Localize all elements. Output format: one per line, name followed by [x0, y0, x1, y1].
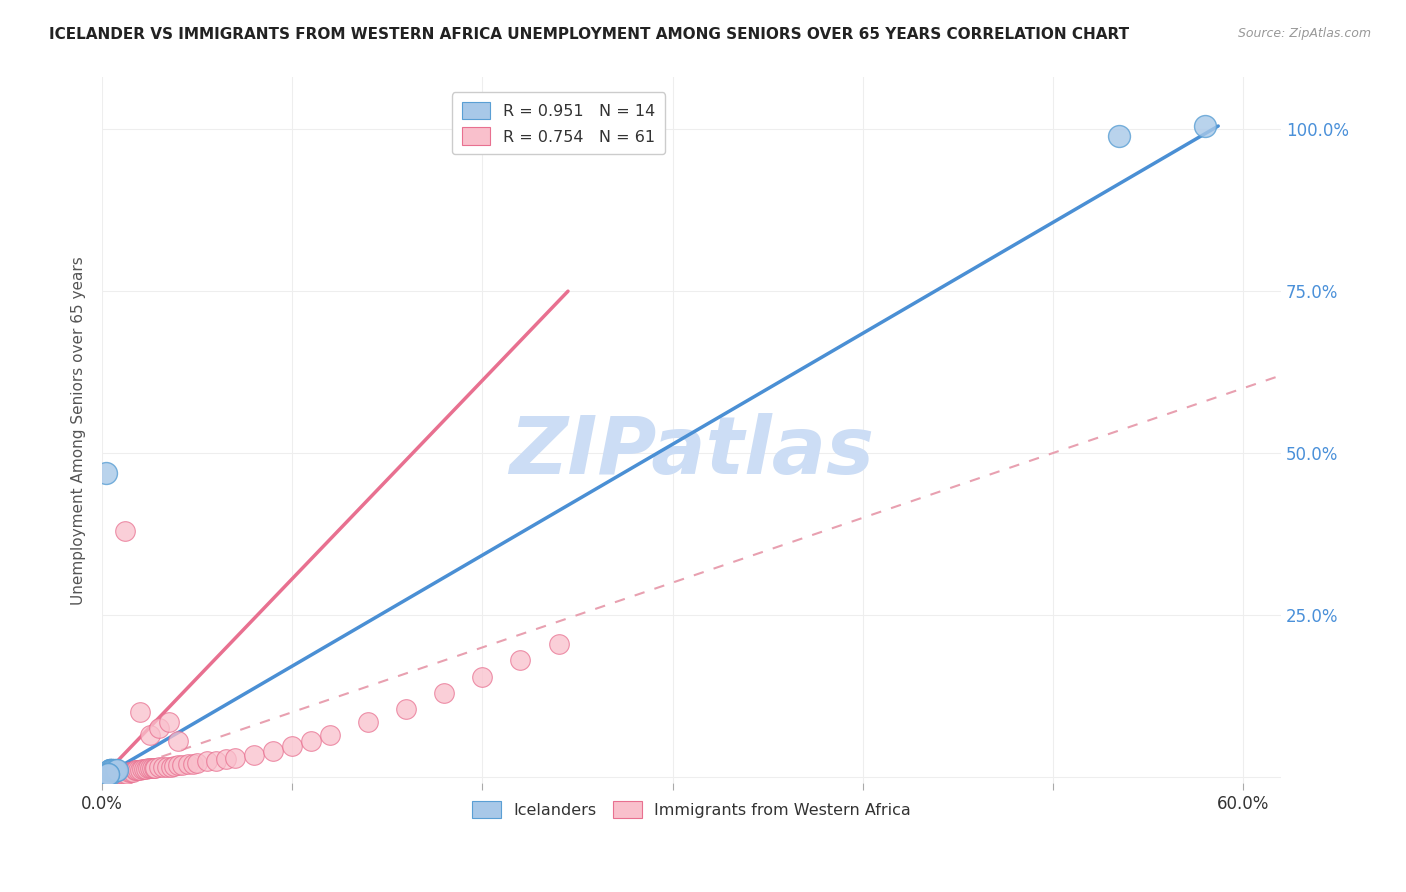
Point [97, 766, 120, 780]
Point [121, 764, 143, 779]
Point [167, 734, 190, 748]
Point [129, 764, 152, 778]
Point [100, 766, 122, 780]
Point [159, 759, 181, 773]
Point [107, 764, 129, 778]
Point [547, 637, 569, 651]
Point [100, 764, 122, 778]
Point [170, 757, 193, 772]
Point [97, 766, 120, 780]
Point [1108, 128, 1130, 143]
Point [183, 756, 205, 771]
Point [148, 760, 170, 774]
Point [471, 669, 494, 683]
Point [98, 764, 121, 778]
Point [110, 766, 132, 780]
Point [215, 752, 238, 766]
Text: Source: ZipAtlas.com: Source: ZipAtlas.com [1237, 27, 1371, 40]
Point [93, 766, 115, 780]
Point [139, 728, 162, 742]
Point [131, 762, 153, 776]
Point [395, 702, 418, 716]
Point [108, 766, 131, 780]
Point [224, 751, 246, 765]
Point [98, 764, 121, 778]
Point [281, 739, 304, 753]
Point [98, 766, 121, 780]
Point [186, 756, 208, 770]
Point [319, 728, 342, 742]
Point [156, 759, 179, 773]
Y-axis label: Unemployment Among Seniors over 65 years: Unemployment Among Seniors over 65 years [72, 256, 86, 605]
Point [195, 755, 218, 769]
Point [205, 754, 228, 768]
Legend: Icelanders, Immigrants from Western Africa: Icelanders, Immigrants from Western Afri… [465, 795, 918, 825]
Point [433, 686, 456, 700]
Point [509, 653, 531, 667]
Point [97, 766, 120, 780]
Point [98, 766, 121, 780]
Point [157, 714, 180, 729]
Point [127, 764, 149, 778]
Point [125, 764, 148, 778]
Point [132, 762, 155, 776]
Point [115, 766, 138, 780]
Text: ICELANDER VS IMMIGRANTS FROM WESTERN AFRICA UNEMPLOYMENT AMONG SENIORS OVER 65 Y: ICELANDER VS IMMIGRANTS FROM WESTERN AFR… [49, 27, 1129, 42]
Point [118, 764, 141, 779]
Point [103, 764, 125, 778]
Point [1194, 119, 1216, 133]
Point [103, 766, 125, 780]
Point [112, 766, 135, 780]
Point [177, 756, 200, 771]
Point [94, 766, 117, 780]
Point [107, 766, 129, 780]
Point [104, 766, 127, 780]
Point [120, 764, 142, 779]
Point [262, 744, 284, 758]
Point [243, 747, 266, 762]
Point [357, 714, 380, 729]
Point [152, 760, 174, 774]
Point [163, 759, 186, 773]
Point [94, 466, 117, 480]
Point [299, 733, 322, 747]
Point [100, 764, 122, 778]
Point [98, 764, 121, 778]
Point [136, 762, 159, 776]
Point [142, 761, 165, 775]
Point [114, 766, 136, 780]
Point [129, 705, 152, 719]
Point [167, 758, 190, 772]
Point [141, 762, 163, 776]
Point [135, 762, 157, 776]
Point [124, 764, 146, 778]
Point [148, 722, 170, 736]
Point [145, 761, 167, 775]
Text: ZIPatlas: ZIPatlas [509, 413, 875, 491]
Point [104, 766, 127, 780]
Point [100, 766, 122, 780]
Point [139, 762, 162, 776]
Point [104, 764, 127, 778]
Point [114, 524, 136, 538]
